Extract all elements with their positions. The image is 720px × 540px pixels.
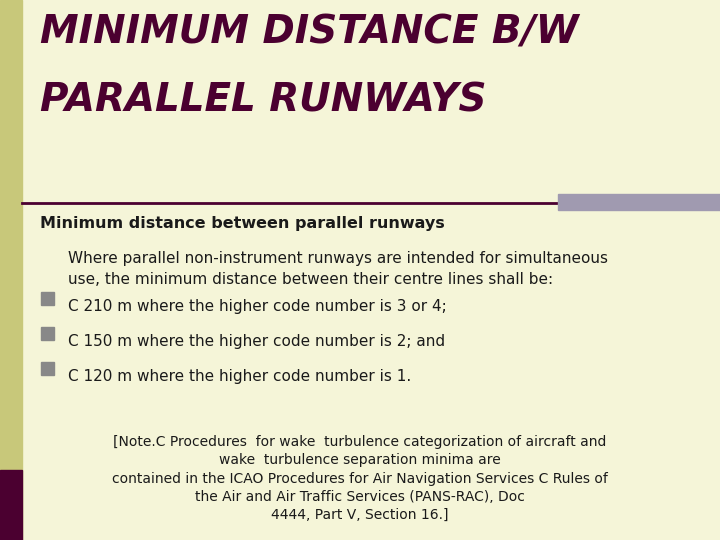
Bar [0, 470, 22, 540]
Bar [41, 362, 54, 375]
Text: MINIMUM DISTANCE B/W: MINIMUM DISTANCE B/W [40, 14, 578, 51]
Text: [Note.C Procedures  for wake  turbulence categorization of aircraft and
wake  tu: [Note.C Procedures for wake turbulence c… [112, 435, 608, 522]
Bar [0, 0, 22, 540]
Text: Minimum distance between parallel runways: Minimum distance between parallel runway… [40, 216, 444, 231]
Text: PARALLEL RUNWAYS: PARALLEL RUNWAYS [40, 81, 486, 119]
Text: C 150 m where the higher code number is 2; and: C 150 m where the higher code number is … [68, 334, 446, 349]
Bar [41, 292, 54, 305]
Text: Where parallel non-instrument runways are intended for simultaneous
use, the min: Where parallel non-instrument runways ar… [68, 251, 608, 287]
Bar [41, 327, 54, 340]
Text: C 120 m where the higher code number is 1.: C 120 m where the higher code number is … [68, 369, 412, 384]
Bar [558, 194, 720, 210]
Text: C 210 m where the higher code number is 3 or 4;: C 210 m where the higher code number is … [68, 299, 447, 314]
